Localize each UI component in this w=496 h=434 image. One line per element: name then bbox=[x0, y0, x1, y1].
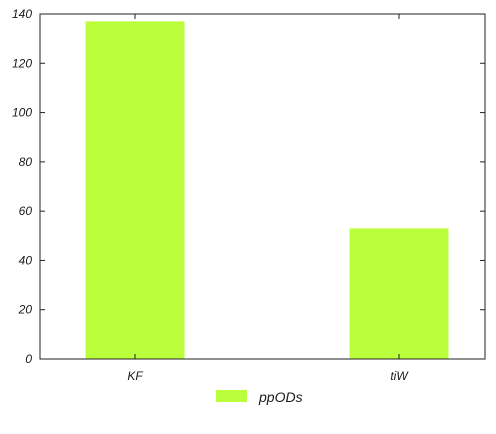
y-tick-label: 0 bbox=[25, 352, 32, 366]
y-tick-label: 80 bbox=[19, 155, 33, 169]
x-tick-label: tiW bbox=[390, 369, 409, 383]
y-tick-label: 100 bbox=[12, 106, 32, 120]
bar-group bbox=[85, 21, 449, 360]
y-tick-label: 20 bbox=[18, 303, 33, 317]
bar-kf bbox=[85, 21, 185, 360]
legend-label: ppODs bbox=[258, 389, 303, 405]
x-axis: KF tiW bbox=[127, 14, 409, 383]
y-tick-label: 120 bbox=[12, 56, 32, 70]
y-tick-label: 140 bbox=[12, 7, 32, 21]
legend: ppODs bbox=[216, 389, 303, 405]
y-tick-label: 40 bbox=[19, 253, 33, 267]
plot-frame bbox=[39, 13, 486, 360]
y-axis: 0 20 40 60 80 100 120 140 bbox=[12, 7, 485, 366]
bar-tiw bbox=[349, 228, 449, 359]
legend-swatch bbox=[216, 390, 247, 402]
x-tick-label: KF bbox=[127, 369, 143, 383]
y-tick-label: 60 bbox=[19, 204, 33, 218]
